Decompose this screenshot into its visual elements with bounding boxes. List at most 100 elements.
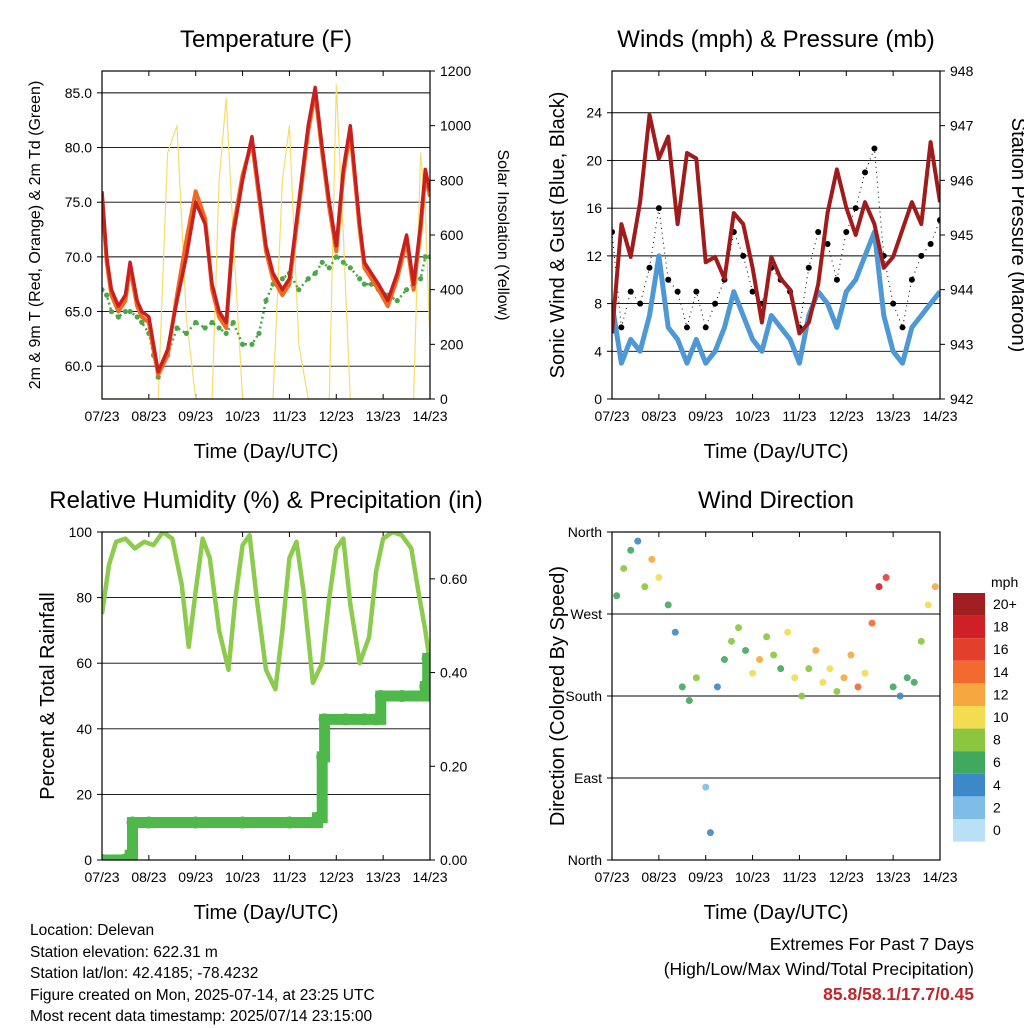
x-tick-label: 08/23 bbox=[641, 869, 676, 885]
x-tick-label: 09/23 bbox=[178, 408, 213, 424]
y-tick-label: 8 bbox=[594, 296, 602, 312]
precipitation-point bbox=[124, 849, 137, 860]
precipitation-point bbox=[395, 690, 408, 702]
right-tick-label: 942 bbox=[950, 391, 974, 407]
precipitation-point bbox=[358, 713, 371, 726]
y-axis-label: Percent & Total Rainfall bbox=[37, 592, 59, 800]
colorbar-swatch bbox=[953, 615, 985, 639]
gust-point bbox=[862, 169, 869, 176]
gust-point bbox=[937, 217, 940, 224]
speed-colorbar: mph 20+ 18 16 14 12 10 8 6 4 2 0 bbox=[953, 574, 1018, 842]
y-tick-label: 20 bbox=[586, 152, 602, 168]
y-axis-label: 2m & 9m T (Red, Orange) & 2m Td (Green) bbox=[27, 81, 44, 390]
y-tick-label: 16 bbox=[586, 200, 602, 216]
y-tick-label: 70.0 bbox=[65, 249, 92, 265]
direction-point bbox=[833, 687, 841, 695]
right-tick-label: 948 bbox=[950, 63, 974, 79]
gust-line bbox=[612, 148, 940, 328]
y-tick-label: 60 bbox=[76, 655, 92, 671]
direction-point bbox=[777, 665, 785, 673]
direction-point bbox=[706, 829, 714, 837]
direction-point bbox=[882, 574, 890, 582]
direction-point bbox=[713, 683, 721, 691]
x-tick-label: 13/23 bbox=[366, 869, 401, 885]
direction-point bbox=[889, 683, 897, 691]
humidity-precipitation-panel: Relative Humidity (%) & Precipitation (i… bbox=[37, 487, 483, 924]
chart-title: Wind Direction bbox=[698, 487, 854, 514]
x-tick-label: 08/23 bbox=[641, 408, 676, 424]
colorbar-label: 4 bbox=[993, 777, 1001, 793]
direction-point bbox=[805, 665, 813, 673]
colorbar-swatch bbox=[953, 819, 985, 842]
direction-point bbox=[917, 637, 925, 645]
plot-area bbox=[612, 112, 940, 366]
x-tick-label: 11/23 bbox=[272, 408, 306, 424]
colorbar-label: 20+ bbox=[993, 596, 1017, 612]
right-tick-label: 800 bbox=[440, 172, 464, 188]
y-tick-label: 60.0 bbox=[65, 358, 92, 374]
direction-point bbox=[784, 628, 792, 636]
x-tick-label: 12/23 bbox=[829, 869, 864, 885]
y-tick-label: 80 bbox=[76, 590, 92, 606]
colorbar-swatch bbox=[953, 660, 985, 684]
direction-point bbox=[641, 583, 649, 591]
y-tick-label: South bbox=[565, 688, 602, 704]
y-tick-label: 4 bbox=[594, 343, 602, 359]
x-tick-label: 10/23 bbox=[735, 869, 770, 885]
sonic-wind-line bbox=[612, 229, 940, 366]
precipitation-line bbox=[102, 653, 430, 860]
plot-area bbox=[102, 532, 430, 860]
right-tick-label: 0.20 bbox=[440, 758, 467, 774]
right-tick-label: 947 bbox=[950, 118, 974, 134]
plot-frame bbox=[611, 531, 941, 861]
extremes-values: 85.8/58.1/17.7/0.45 bbox=[823, 984, 974, 1004]
right-tick-label: 943 bbox=[950, 336, 974, 352]
colorbar-swatch bbox=[953, 593, 985, 616]
gust-point bbox=[637, 300, 644, 307]
plot-frame bbox=[101, 70, 431, 400]
gust-point bbox=[899, 324, 906, 331]
y-tick-label: 0 bbox=[84, 852, 92, 868]
direction-point bbox=[875, 583, 883, 591]
x-tick-label: 08/23 bbox=[131, 869, 166, 885]
y-tick-label: 80.0 bbox=[65, 140, 92, 156]
x-tick-label: 09/23 bbox=[688, 869, 723, 885]
y-tick-label: West bbox=[570, 606, 602, 622]
precipitation-point bbox=[311, 811, 324, 824]
direction-point bbox=[678, 683, 686, 691]
gust-point bbox=[740, 252, 747, 259]
plot-frame bbox=[611, 70, 941, 400]
colorbar-label: 18 bbox=[993, 619, 1009, 635]
right-tick-label: 1200 bbox=[440, 63, 471, 79]
latlon-text: Station lat/lon: 42.4185; -78.4232 bbox=[30, 965, 259, 982]
winds-pressure-panel: Winds (mph) & Pressure (mb) Time (Day/UTC… bbox=[547, 26, 1024, 463]
colorbar-label: 12 bbox=[993, 686, 1009, 702]
y-tick-label: 0 bbox=[594, 391, 602, 407]
direction-point bbox=[896, 692, 904, 700]
x-tick-label: 13/23 bbox=[366, 408, 401, 424]
x-axis-label: Time (Day/UTC) bbox=[194, 902, 339, 924]
colorbar-label: 10 bbox=[993, 709, 1009, 725]
gust-point bbox=[712, 300, 719, 307]
relative-humidity-line bbox=[102, 532, 430, 692]
gust-point bbox=[612, 229, 615, 236]
direction-point bbox=[812, 646, 820, 654]
y-tick-label: 100 bbox=[69, 524, 93, 540]
direction-point bbox=[749, 669, 757, 677]
right-tick-label: 600 bbox=[440, 227, 464, 243]
extremes-heading: Extremes For Past 7 Days bbox=[769, 934, 974, 954]
x-tick-label: 12/23 bbox=[829, 408, 864, 424]
x-tick-label: 08/23 bbox=[131, 408, 166, 424]
direction-point bbox=[620, 564, 628, 572]
direction-point bbox=[735, 624, 743, 632]
colorbar-swatch bbox=[953, 796, 985, 819]
direction-point bbox=[627, 546, 635, 554]
x-axis-label: Time (Day/UTC) bbox=[704, 902, 849, 924]
direction-point bbox=[910, 678, 918, 686]
gust-point bbox=[871, 145, 878, 152]
direction-point bbox=[798, 692, 806, 700]
right-tick-label: 0.00 bbox=[440, 852, 467, 868]
colorbar-swatch bbox=[953, 683, 985, 706]
gust-point bbox=[674, 288, 681, 295]
x-tick-label: 09/23 bbox=[688, 408, 723, 424]
